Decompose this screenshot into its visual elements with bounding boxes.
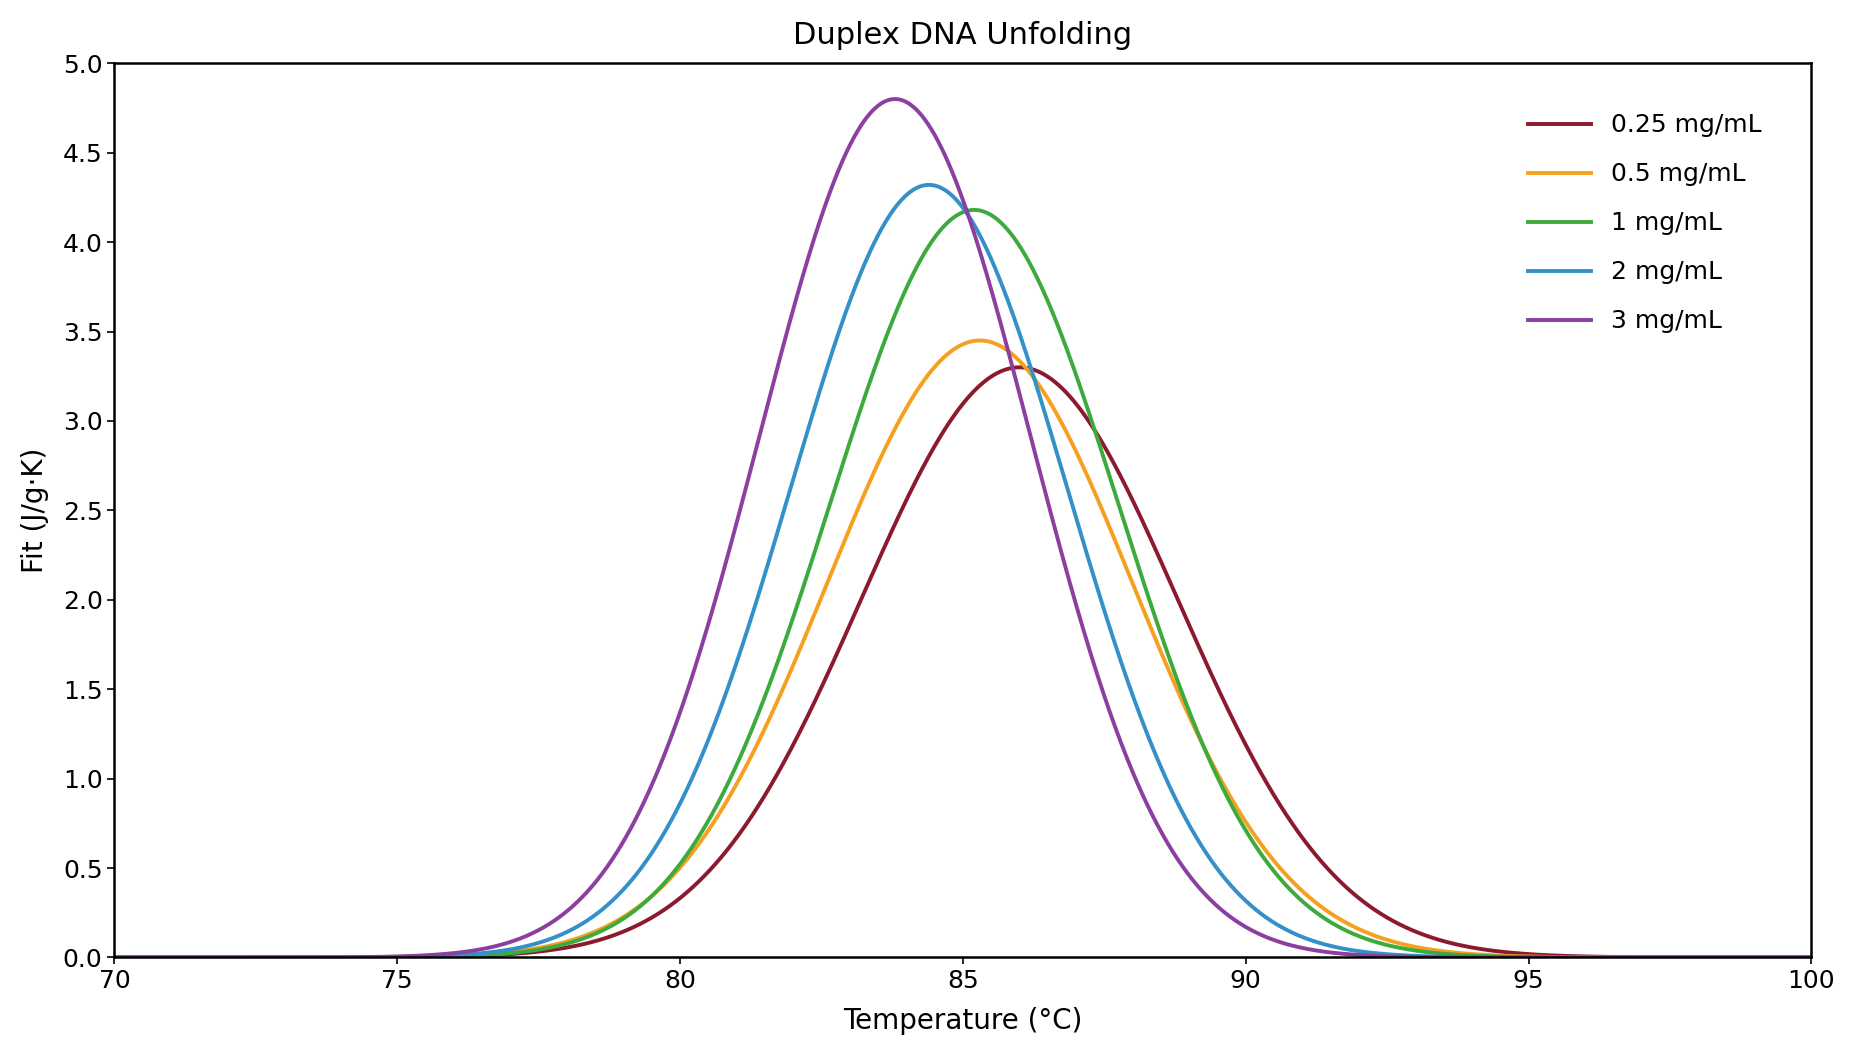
3 mg/mL: [883, 93, 905, 106]
0.5 mg/mL: [1799, 951, 1822, 964]
3 mg/mL: [412, 949, 434, 962]
2 mg/mL: [412, 950, 434, 963]
3 mg/mL: [1799, 951, 1822, 964]
0.5 mg/mL: [412, 950, 434, 963]
0.5 mg/mL: [1120, 577, 1143, 589]
Legend: 0.25 mg/mL, 0.5 mg/mL, 1 mg/mL, 2 mg/mL, 3 mg/mL: 0.25 mg/mL, 0.5 mg/mL, 1 mg/mL, 2 mg/mL,…: [1503, 89, 1785, 358]
2 mg/mL: [1499, 951, 1521, 964]
1 mg/mL: [1206, 773, 1228, 786]
0.25 mg/mL: [1120, 493, 1143, 506]
0.25 mg/mL: [1369, 907, 1391, 920]
0.25 mg/mL: [1799, 951, 1822, 964]
3 mg/mL: [1499, 951, 1521, 964]
Title: Duplex DNA Unfolding: Duplex DNA Unfolding: [792, 21, 1132, 50]
2 mg/mL: [918, 178, 940, 191]
Line: 0.25 mg/mL: 0.25 mg/mL: [115, 367, 1810, 958]
1 mg/mL: [412, 950, 434, 963]
1 mg/mL: [1499, 950, 1521, 963]
3 mg/mL: [1206, 901, 1228, 913]
Line: 2 mg/mL: 2 mg/mL: [115, 185, 1810, 958]
2 mg/mL: [1120, 689, 1143, 701]
Line: 3 mg/mL: 3 mg/mL: [115, 99, 1810, 958]
2 mg/mL: [1369, 947, 1391, 960]
X-axis label: Temperature (°C): Temperature (°C): [842, 1007, 1081, 1035]
0.25 mg/mL: [412, 950, 434, 963]
0.5 mg/mL: [1206, 769, 1228, 781]
1 mg/mL: [1799, 951, 1822, 964]
Line: 0.5 mg/mL: 0.5 mg/mL: [115, 340, 1810, 958]
2 mg/mL: [104, 951, 126, 964]
3 mg/mL: [751, 417, 774, 430]
2 mg/mL: [1799, 951, 1822, 964]
1 mg/mL: [963, 204, 985, 216]
0.25 mg/mL: [1499, 946, 1521, 959]
1 mg/mL: [1369, 937, 1391, 949]
3 mg/mL: [1120, 766, 1143, 778]
0.25 mg/mL: [1007, 361, 1030, 374]
3 mg/mL: [1369, 949, 1391, 962]
0.5 mg/mL: [751, 727, 774, 739]
0.5 mg/mL: [968, 334, 991, 346]
0.25 mg/mL: [104, 951, 126, 964]
0.5 mg/mL: [1369, 931, 1391, 944]
1 mg/mL: [104, 951, 126, 964]
Y-axis label: Fit (J/g·K): Fit (J/g·K): [20, 448, 48, 573]
2 mg/mL: [751, 574, 774, 587]
1 mg/mL: [1120, 542, 1143, 554]
Line: 1 mg/mL: 1 mg/mL: [115, 210, 1810, 958]
0.25 mg/mL: [751, 792, 774, 805]
3 mg/mL: [104, 951, 126, 964]
0.25 mg/mL: [1206, 683, 1228, 696]
2 mg/mL: [1206, 864, 1228, 876]
1 mg/mL: [751, 696, 774, 709]
0.5 mg/mL: [1499, 949, 1521, 962]
0.5 mg/mL: [104, 951, 126, 964]
